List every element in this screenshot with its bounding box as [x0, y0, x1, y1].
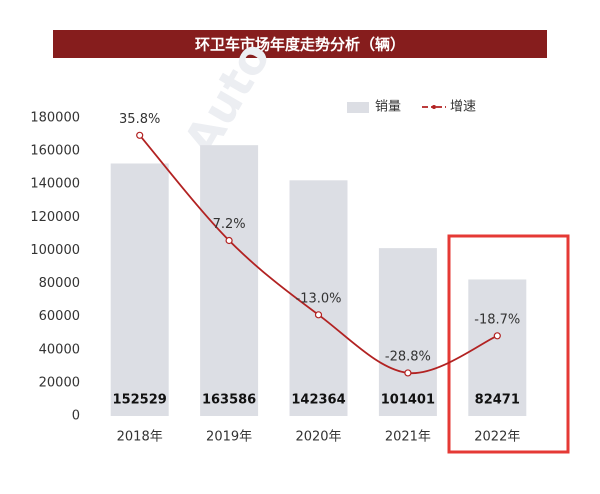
- line-point: [493, 332, 501, 340]
- y-tick-label: 40000: [39, 342, 80, 357]
- bar-value-label: 142364: [291, 393, 345, 408]
- x-tick-label: 2019年: [206, 430, 252, 445]
- line-point: [225, 236, 233, 245]
- legend-label: 销量: [375, 100, 401, 115]
- y-tick-label: 180000: [30, 111, 80, 126]
- legend-label: 增速: [450, 100, 476, 115]
- x-tick-label: 2022年: [474, 430, 520, 445]
- y-tick-label: 120000: [30, 210, 80, 225]
- bar-value-label: 152529: [113, 393, 167, 408]
- x-tick-label: 2018年: [117, 430, 163, 445]
- chart-title: 环卫车市场年度走势分析（辆）: [195, 36, 405, 54]
- y-tick-label: 80000: [39, 276, 80, 291]
- line-point: [314, 311, 323, 319]
- y-tick-label: 160000: [30, 144, 80, 159]
- bar: [468, 279, 527, 416]
- line-point: [136, 131, 144, 139]
- y-tick-label: 0: [72, 409, 80, 424]
- title-banner: [53, 30, 547, 58]
- bar: [200, 145, 259, 416]
- bar-value-label: 82471: [475, 393, 520, 408]
- line-value-label: 7.2%: [213, 217, 246, 232]
- legend-swatch: [432, 105, 436, 109]
- line-point: [404, 369, 412, 377]
- legend-swatch: [347, 102, 369, 113]
- y-tick-label: 140000: [30, 177, 80, 192]
- bar: [289, 180, 348, 416]
- line-value-label: -28.8%: [385, 349, 431, 364]
- y-tick-label: 60000: [39, 309, 80, 324]
- line-value-label: -13.0%: [296, 291, 342, 306]
- highlight-box: [447, 234, 570, 454]
- bar-value-label: 163586: [202, 393, 256, 408]
- x-tick-label: 2021年: [385, 430, 431, 445]
- line-value-label: -18.7%: [474, 312, 520, 327]
- line-value-label: 35.8%: [119, 112, 160, 127]
- y-tick-label: 20000: [39, 375, 80, 390]
- bar-value-label: 101401: [381, 393, 435, 408]
- x-tick-label: 2020年: [295, 430, 341, 445]
- bar: [378, 248, 437, 416]
- y-tick-label: 100000: [30, 243, 80, 258]
- bar: [110, 163, 169, 416]
